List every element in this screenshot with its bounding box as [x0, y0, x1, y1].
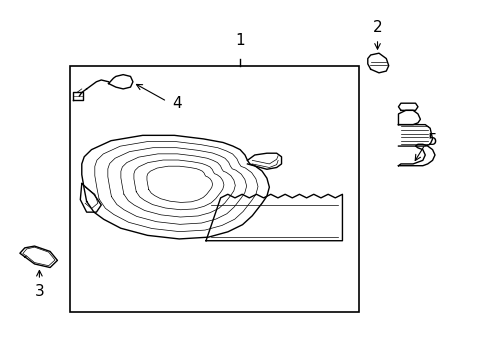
Text: 1: 1 — [235, 33, 245, 48]
Text: 3: 3 — [34, 284, 44, 298]
Text: 4: 4 — [172, 96, 181, 111]
Bar — [70, 66, 360, 312]
Text: 5: 5 — [428, 133, 438, 148]
Text: 2: 2 — [373, 20, 382, 35]
